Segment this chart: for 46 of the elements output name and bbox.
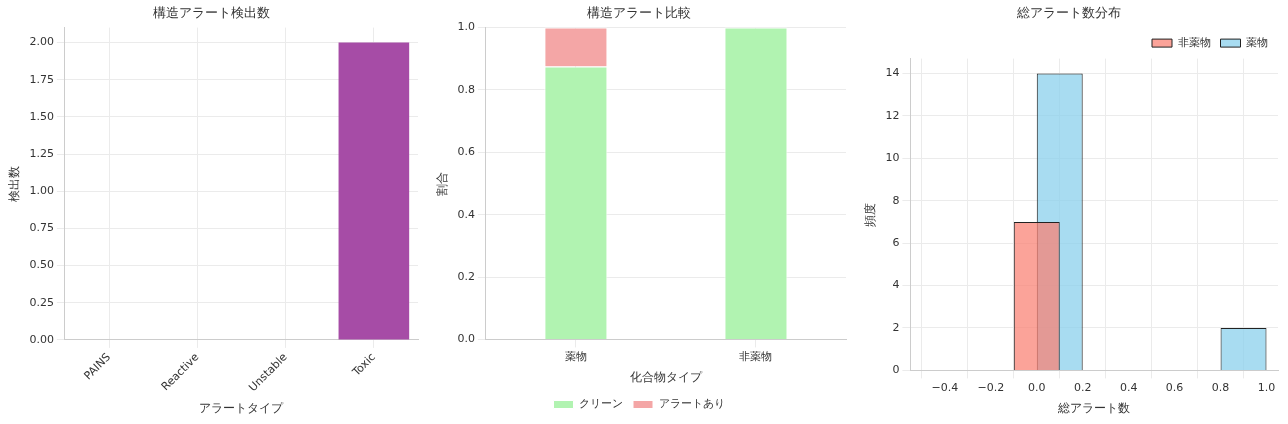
legend-label: クリーン [579,397,623,411]
x-axis-title: 総アラート数 [1057,400,1131,415]
y-tick-label: 0.75 [29,221,54,235]
y-tick-label: 0.50 [29,258,54,272]
chart-title: 構造アラート検出数 [152,5,270,21]
x-tick-label: 1.0 [1257,380,1276,394]
x-tick-label: 0.8 [1211,380,1230,394]
y-tick-label: 1.0 [457,20,475,34]
y-tick-label: 12 [885,108,900,122]
x-tick-label: 0.0 [1028,380,1046,394]
chart-title: 構造アラート比較 [587,5,691,21]
x-tick-label: 0.2 [1073,380,1092,394]
y-tick-label: 2 [892,320,900,334]
y-tick-label: 1.25 [29,146,54,160]
legend-label: 薬物 [1246,35,1268,49]
y-tick-label: 0.6 [457,145,475,159]
legend-label: 非薬物 [1177,35,1211,49]
legend-label: アラートあり [658,397,725,411]
chart-title: 総アラート数分布 [1016,5,1121,21]
y-axis-title: 頻度 [863,202,878,227]
y-tick-label: 0.4 [457,207,475,221]
x-tick-label: 非薬物 [739,349,773,363]
y-tick-label: 8 [892,193,900,207]
y-axis-title: 検出数 [7,165,22,202]
x-tick-label: 0.6 [1165,380,1184,394]
y-tick-label: 10 [885,151,900,165]
y-tick-label: 0.25 [29,295,54,309]
y-axis-title: 割合 [435,171,450,196]
y-tick-label: 2.00 [29,35,54,49]
x-tick-label: −0.4 [931,380,959,394]
x-axis-title: アラートタイプ [199,400,285,415]
y-tick-label: 0.00 [29,332,54,346]
y-tick-label: 4 [892,278,900,292]
y-tick-label: 1.50 [29,109,54,123]
y-tick-label: 0 [892,363,900,377]
y-tick-label: 14 [885,66,900,80]
y-tick-label: 6 [892,235,900,249]
y-tick-label: 0.0 [457,332,475,346]
x-tick-label: 0.4 [1119,380,1138,394]
x-axis-title: 化合物タイプ [629,369,703,384]
y-tick-label: 1.00 [29,184,54,198]
y-tick-label: 0.2 [457,269,475,283]
x-tick-label: 薬物 [564,349,587,363]
x-tick-label: −0.2 [977,380,1005,394]
y-tick-label: 0.8 [457,82,475,96]
y-tick-label: 1.75 [29,72,54,86]
